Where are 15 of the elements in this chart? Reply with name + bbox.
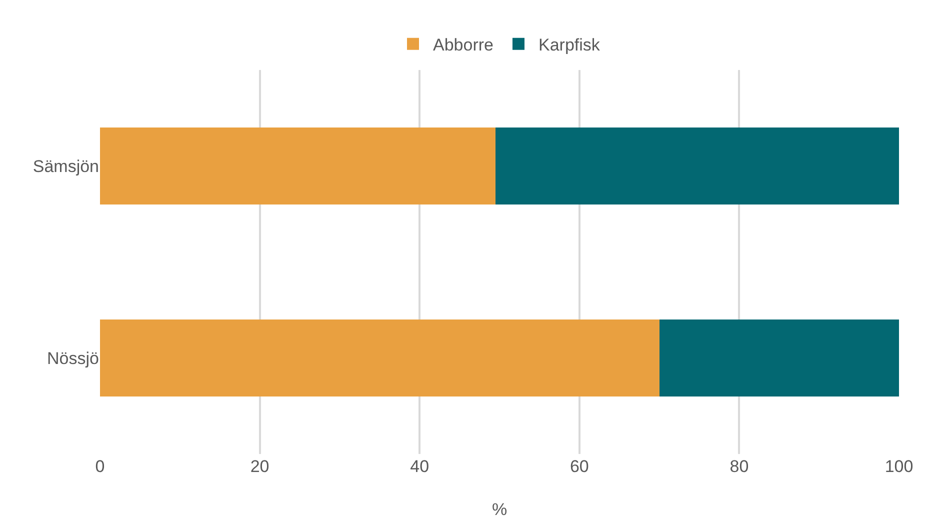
y-tick-label: Nössjö — [47, 348, 99, 368]
bar — [100, 320, 660, 396]
x-tick-label: 80 — [730, 457, 749, 476]
legend-label: Karpfisk — [538, 36, 600, 54]
x-tick-label: 0 — [95, 457, 105, 476]
x-tick-label: 60 — [570, 457, 589, 476]
bar — [496, 128, 899, 204]
bar — [659, 320, 899, 396]
x-axis-title: % — [492, 500, 508, 519]
x-tick-label: 20 — [250, 457, 270, 476]
x-tick-label: 100 — [884, 457, 914, 476]
bar — [100, 128, 496, 204]
x-tick-label: 40 — [410, 457, 430, 476]
y-tick-label: Sämsjön — [32, 156, 99, 176]
legend-label: Abborre — [433, 36, 494, 54]
